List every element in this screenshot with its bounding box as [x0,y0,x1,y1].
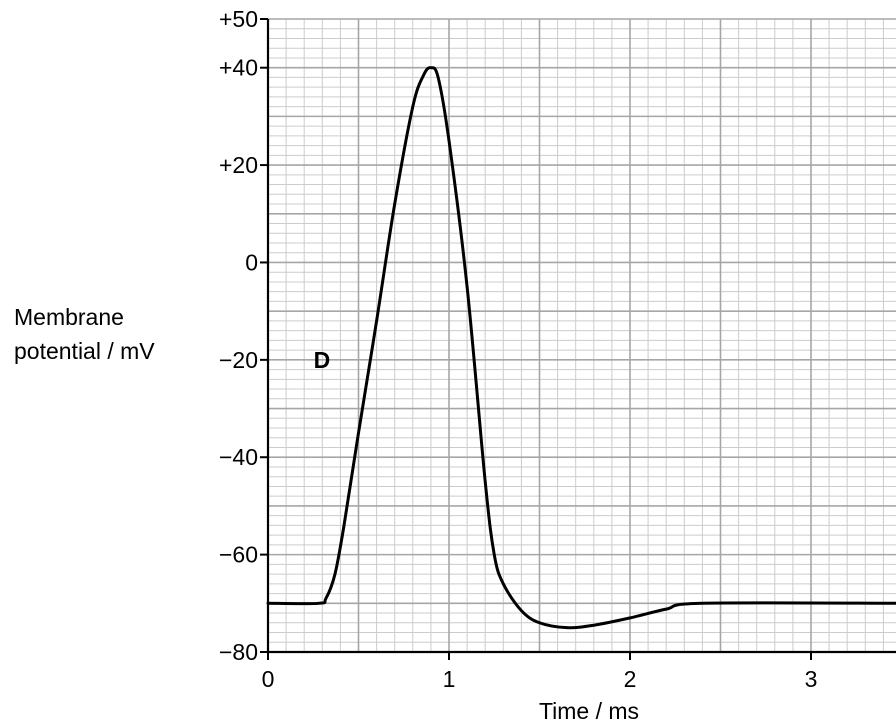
y-tick-label: −60 [219,542,258,568]
series-line-0 [266,66,896,630]
x-axis-label: Time / ms [539,698,639,724]
labels-group: Time / ms Membrane potential / mV D [14,304,639,724]
x-tick-label: 1 [443,666,456,692]
x-tick-label: 0 [262,666,275,692]
y-tick-label: 0 [245,249,258,275]
grid-minor [268,19,896,652]
y-axis-label-line-1: Membrane [14,304,124,330]
y-tick-label: +50 [219,6,258,32]
ticks: +50+40+200−20−40−60−800 1 2 3 [219,6,817,692]
y-tick-label: +40 [219,55,258,81]
axes [266,19,896,654]
y-tick-label: −80 [219,639,258,665]
series-group [266,66,896,630]
y-tick-label: −20 [219,347,258,373]
y-tick-label: +20 [219,152,258,178]
grid-major [268,18,896,652]
x-tick-label: 2 [624,666,637,692]
y-tick-label: −40 [219,444,258,470]
x-tick-label: 3 [805,666,818,692]
y-axis-label-line-2: potential / mV [14,338,155,364]
annotation-d: D [314,347,331,373]
